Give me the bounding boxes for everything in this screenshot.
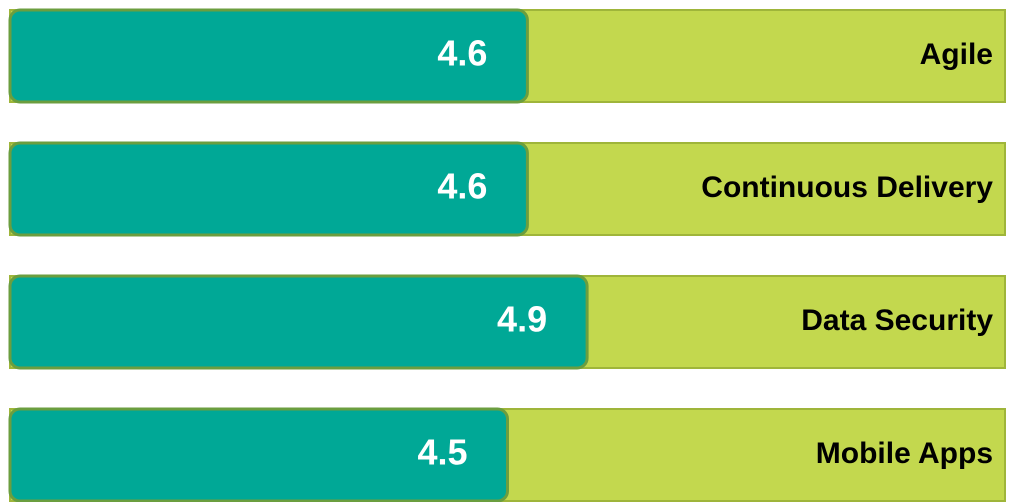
category-label: Mobile Apps <box>816 437 993 470</box>
bar <box>8 8 529 104</box>
bar <box>8 274 589 370</box>
value-label: 4.9 <box>497 299 547 340</box>
value-label: 4.6 <box>437 33 487 74</box>
bar <box>8 141 529 237</box>
bar <box>8 407 509 502</box>
category-label: Agile <box>920 38 993 71</box>
category-label: Continuous Delivery <box>701 171 993 204</box>
value-label: 4.6 <box>437 166 487 207</box>
category-label: Data Security <box>801 304 993 337</box>
value-label: 4.5 <box>417 432 467 473</box>
